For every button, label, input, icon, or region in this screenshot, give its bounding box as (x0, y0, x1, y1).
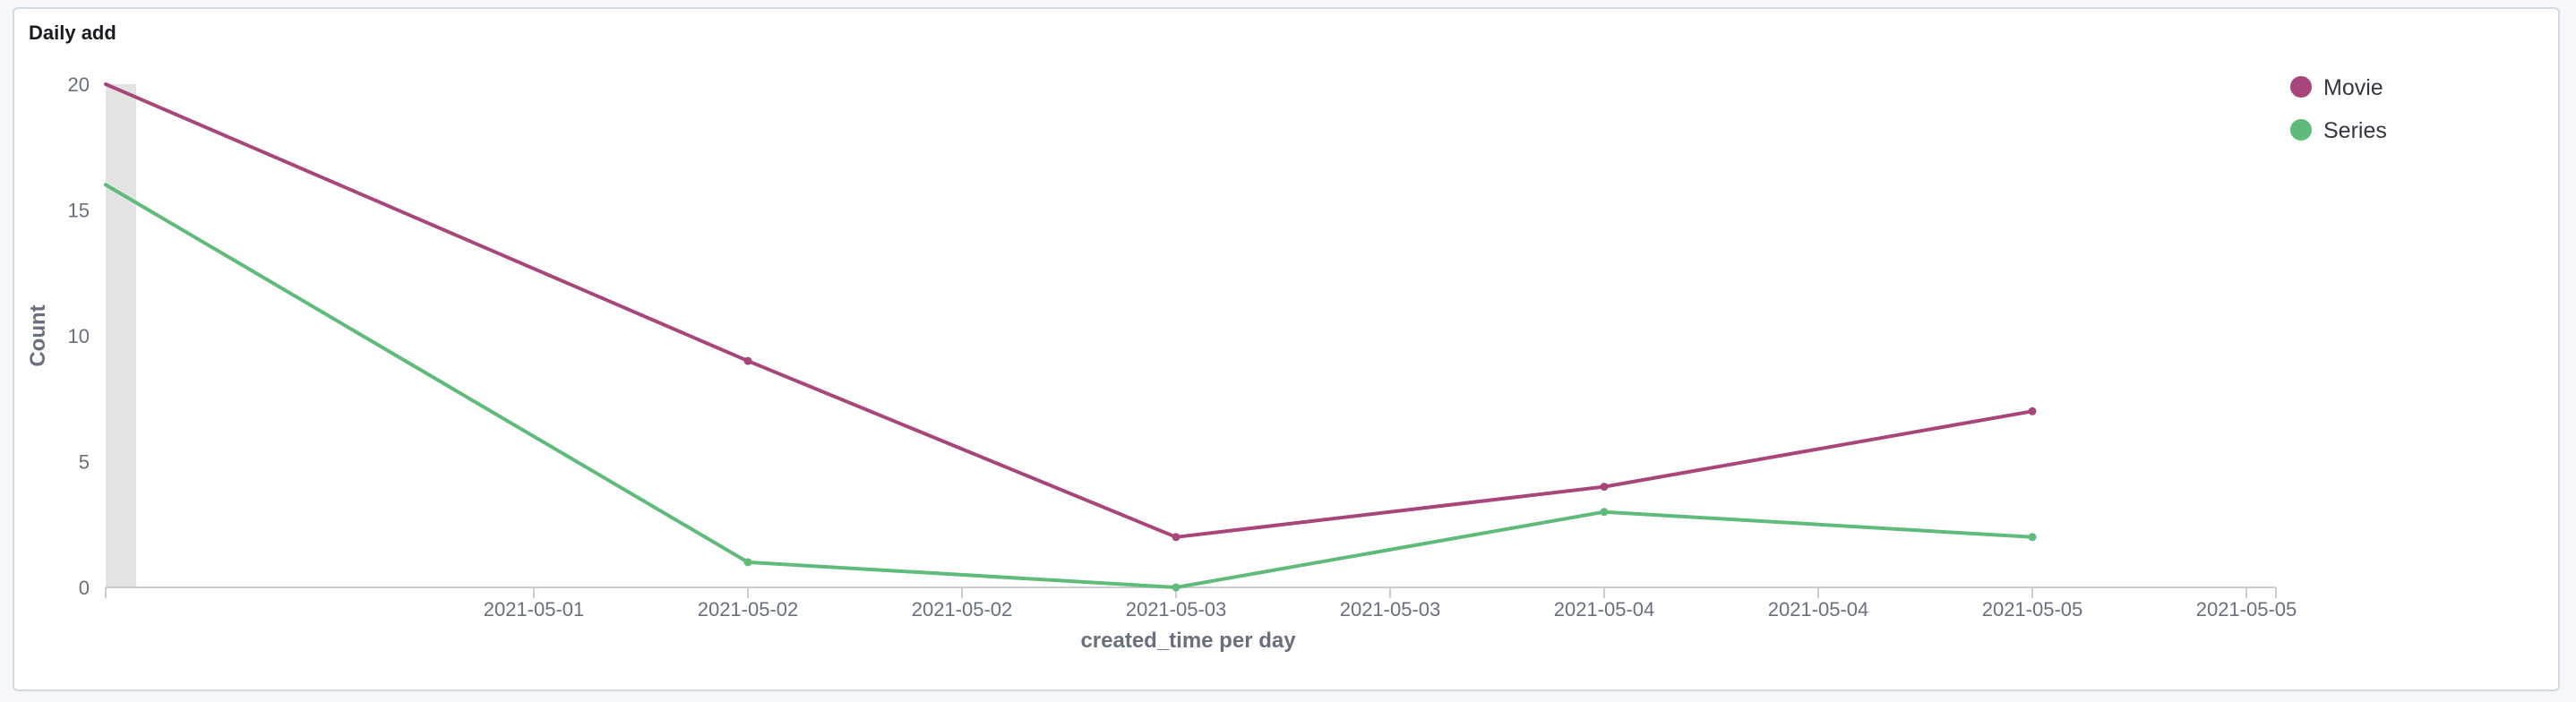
y-tick-label: 20 (68, 73, 90, 96)
x-tick-label: 2021-05-03 (1340, 598, 1441, 621)
x-tick-label: 2021-05-02 (698, 598, 799, 621)
data-point-movie[interactable] (1600, 483, 1609, 492)
legend-swatch-series[interactable] (2290, 119, 2312, 141)
data-point-series[interactable] (2028, 533, 2037, 542)
legend-label-series[interactable]: Series (2323, 118, 2387, 143)
series-line-series (104, 183, 2034, 589)
data-point-movie[interactable] (2028, 407, 2037, 415)
y-tick-label: 15 (68, 200, 90, 222)
y-tick-label: 0 (79, 577, 90, 599)
visualization-panel: Daily add (13, 7, 2560, 691)
x-tick-label: 2021-05-01 (484, 598, 585, 621)
x-tick-label: 2021-05-05 (2196, 598, 2297, 621)
x-tick-label: 2021-05-03 (1126, 598, 1227, 621)
panel-title: Daily add (29, 21, 116, 44)
data-point-series[interactable] (1172, 583, 1181, 592)
x-tick-label: 2021-05-04 (1554, 598, 1655, 621)
y-axis-title: Count (26, 304, 50, 366)
y-tick-label: 10 (68, 325, 90, 347)
data-point-series[interactable] (743, 558, 752, 567)
x-tick-label: 2021-05-05 (1982, 598, 2083, 621)
data-point-movie[interactable] (1172, 533, 1181, 542)
data-point-series[interactable] (1600, 508, 1609, 517)
x-tick-label: 2021-05-02 (912, 598, 1013, 621)
highlight-band (106, 84, 136, 587)
data-point-movie[interactable] (743, 356, 752, 365)
x-axis-title: created_time per day (1080, 629, 1296, 653)
legend-swatch-movie[interactable] (2290, 76, 2312, 98)
x-tick-label: 2021-05-04 (1768, 598, 1869, 621)
y-tick-label: 5 (79, 451, 90, 474)
series-line-movie (104, 82, 2034, 539)
legend-label-movie[interactable]: Movie (2323, 75, 2383, 100)
